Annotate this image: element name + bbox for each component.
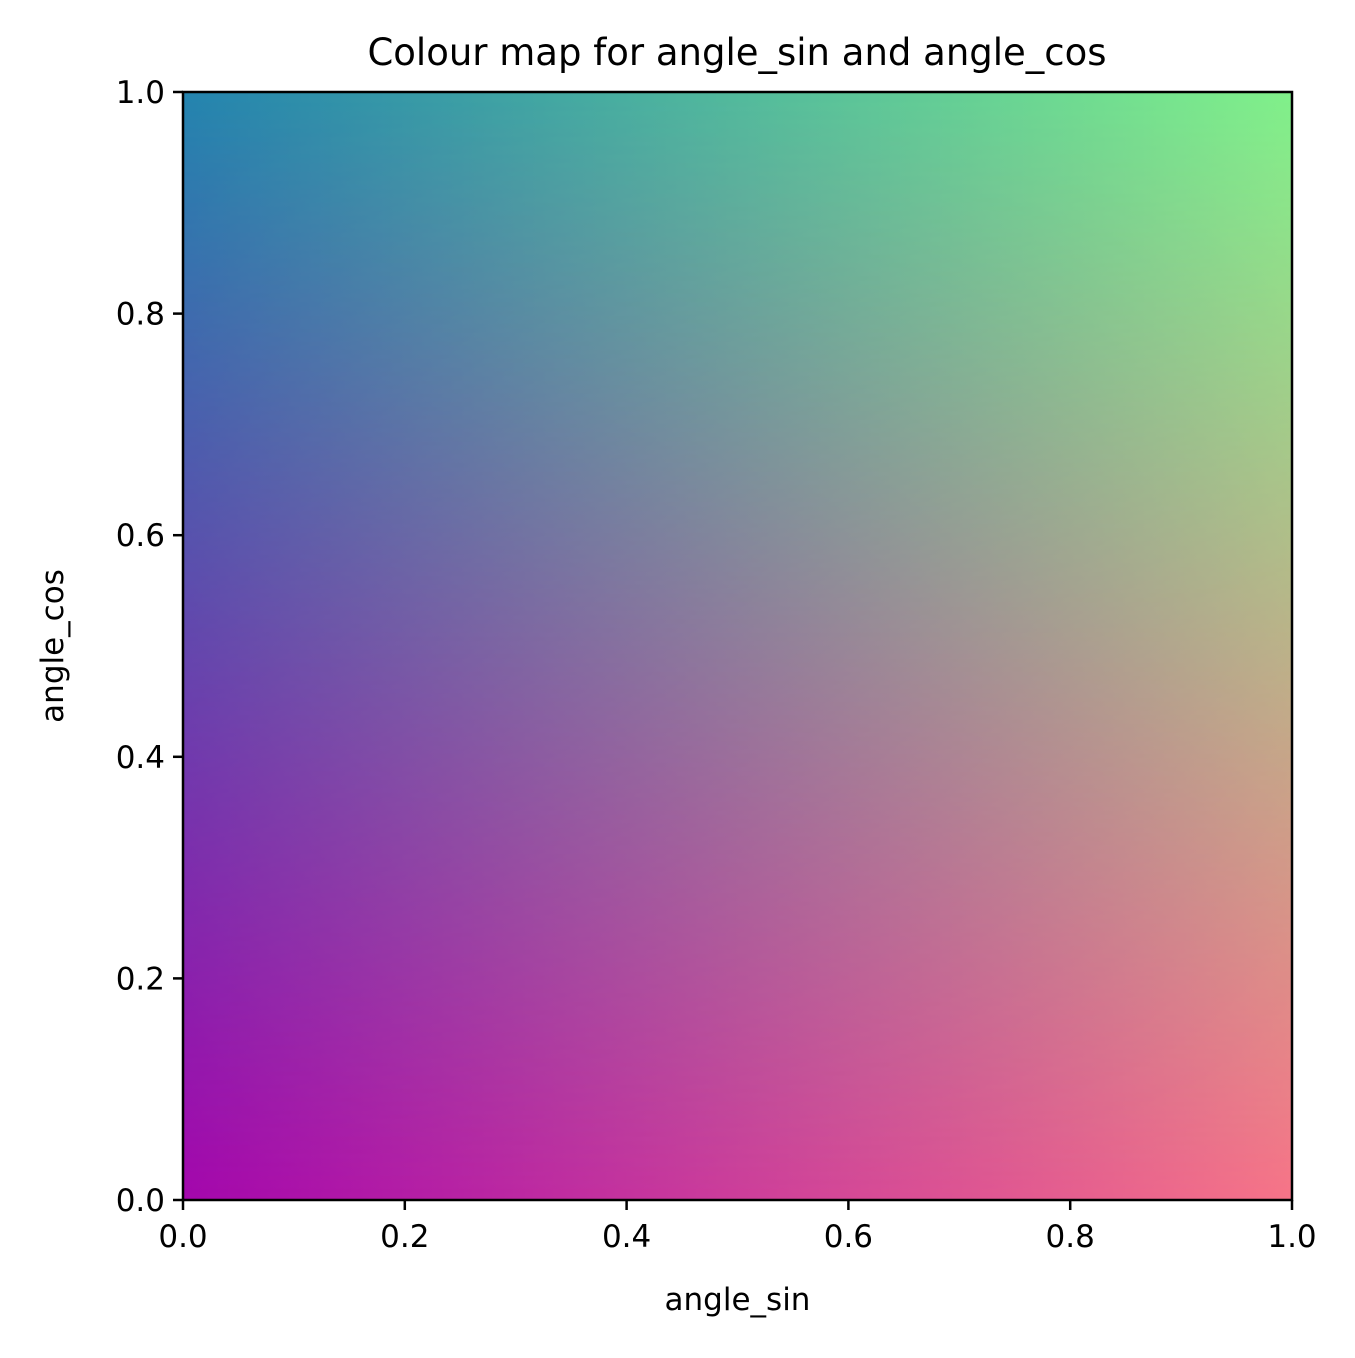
x-axis-ticks: 0.0 0.2 0.4 0.6 0.8 1.0 — [158, 1200, 1317, 1255]
x-tick-label: 0.8 — [1046, 1219, 1095, 1255]
y-tick-label: 0.4 — [116, 740, 165, 776]
x-tick-label: 1.0 — [1267, 1219, 1316, 1255]
heatmap-field — [183, 92, 1292, 1200]
heatmap-top-layer — [183, 92, 1292, 1200]
plot-frame — [181, 90, 1294, 1202]
y-tick-label: 0.6 — [116, 518, 165, 554]
y-tick-label: 0.8 — [116, 297, 165, 333]
y-tick-label: 0.0 — [116, 1183, 165, 1219]
x-tick-label: 0.4 — [602, 1219, 651, 1255]
x-tick-label: 0.0 — [158, 1219, 207, 1255]
x-tick-label: 0.2 — [380, 1219, 429, 1255]
chart-title: Colour map for angle_sin and angle_cos — [367, 31, 1106, 74]
x-axis-label: angle_sin — [665, 1282, 811, 1318]
y-tick-label: 1.0 — [116, 75, 165, 111]
y-tick-label: 0.2 — [116, 961, 165, 997]
x-tick-label: 0.6 — [824, 1219, 873, 1255]
y-axis-ticks: 0.0 0.2 0.4 0.6 0.8 1.0 — [116, 75, 183, 1219]
y-axis-label: angle_cos — [35, 569, 71, 723]
